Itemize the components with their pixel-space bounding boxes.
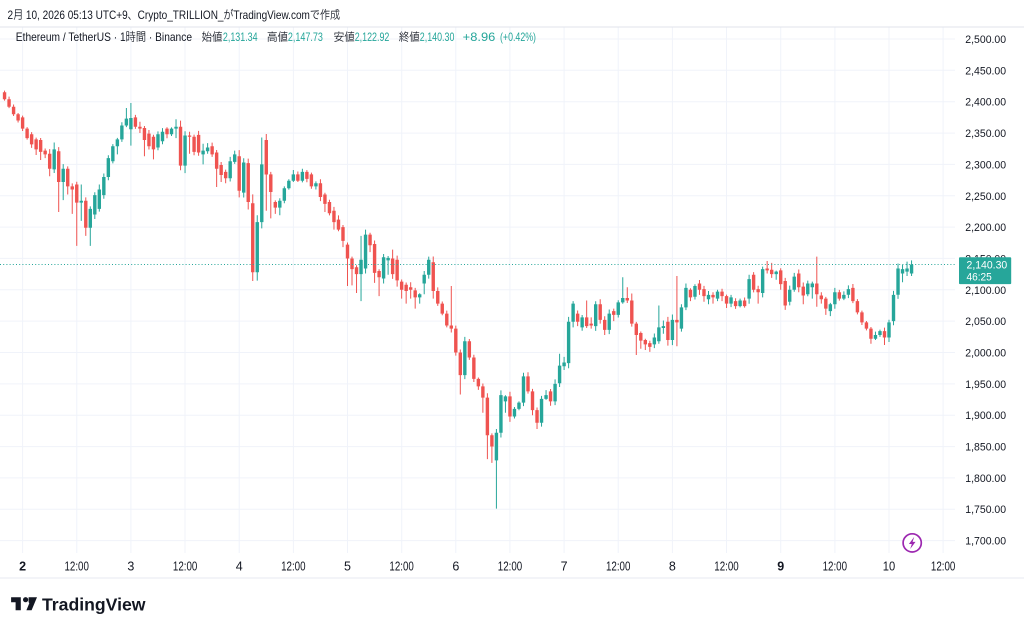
svg-text:12:00: 12:00: [65, 560, 89, 574]
svg-text:+8.96: +8.96: [463, 30, 496, 44]
svg-text:5: 5: [344, 560, 351, 574]
svg-text:12:00: 12:00: [823, 560, 847, 574]
svg-text:2,300.00: 2,300.00: [965, 159, 1006, 171]
svg-text:安値: 安値: [334, 31, 355, 44]
svg-text:2月 10, 2026 05:13 UTC+9、Crypto: 2月 10, 2026 05:13 UTC+9、Crypto_TRILLION_…: [8, 8, 341, 22]
svg-text:2,140.30: 2,140.30: [420, 30, 455, 44]
svg-text:12:00: 12:00: [498, 560, 522, 574]
svg-text:2,147.73: 2,147.73: [288, 30, 323, 44]
svg-text:2,500.00: 2,500.00: [965, 34, 1006, 46]
svg-text:1,750.00: 1,750.00: [965, 504, 1006, 516]
svg-text:2,250.00: 2,250.00: [965, 191, 1006, 203]
svg-text:9: 9: [777, 560, 784, 574]
svg-text:12:00: 12:00: [173, 560, 197, 574]
svg-text:TradingView: TradingView: [42, 595, 146, 615]
svg-text:2,400.00: 2,400.00: [965, 97, 1006, 109]
svg-text:12:00: 12:00: [281, 560, 305, 574]
svg-text:12:00: 12:00: [931, 560, 955, 574]
svg-text:Ethereum / TetherUS · 1時間 · Bi: Ethereum / TetherUS · 1時間 · Binance: [16, 30, 192, 44]
svg-text:8: 8: [669, 560, 676, 574]
svg-text:(+0.42%): (+0.42%): [500, 30, 536, 44]
svg-text:2,200.00: 2,200.00: [965, 222, 1006, 234]
svg-text:2,000.00: 2,000.00: [965, 348, 1006, 360]
svg-text:2: 2: [19, 560, 26, 574]
svg-text:3: 3: [127, 560, 134, 574]
svg-text:1,850.00: 1,850.00: [965, 442, 1006, 454]
svg-text:6: 6: [452, 560, 459, 574]
svg-text:2,450.00: 2,450.00: [965, 65, 1006, 77]
svg-text:2,050.00: 2,050.00: [965, 316, 1006, 328]
svg-text:1,900.00: 1,900.00: [965, 410, 1006, 422]
svg-text:高値: 高値: [267, 31, 288, 44]
svg-text:12:00: 12:00: [714, 560, 738, 574]
svg-text:1,700.00: 1,700.00: [965, 536, 1006, 548]
svg-text:終値: 終値: [399, 31, 420, 44]
svg-text:7: 7: [561, 560, 568, 574]
svg-text:始値: 始値: [202, 31, 223, 44]
svg-text:2,131.34: 2,131.34: [223, 30, 258, 44]
svg-text:46:25: 46:25: [967, 271, 992, 283]
svg-text:2,140.30: 2,140.30: [967, 260, 1008, 272]
svg-text:12:00: 12:00: [606, 560, 630, 574]
svg-text:2,350.00: 2,350.00: [965, 128, 1006, 140]
svg-text:10: 10: [883, 560, 895, 574]
svg-text:2,122.92: 2,122.92: [355, 30, 390, 44]
svg-text:4: 4: [236, 560, 243, 574]
svg-text:2,100.00: 2,100.00: [965, 285, 1006, 297]
svg-text:1,950.00: 1,950.00: [965, 379, 1006, 391]
svg-text:1,800.00: 1,800.00: [965, 473, 1006, 485]
svg-text:12:00: 12:00: [389, 560, 413, 574]
